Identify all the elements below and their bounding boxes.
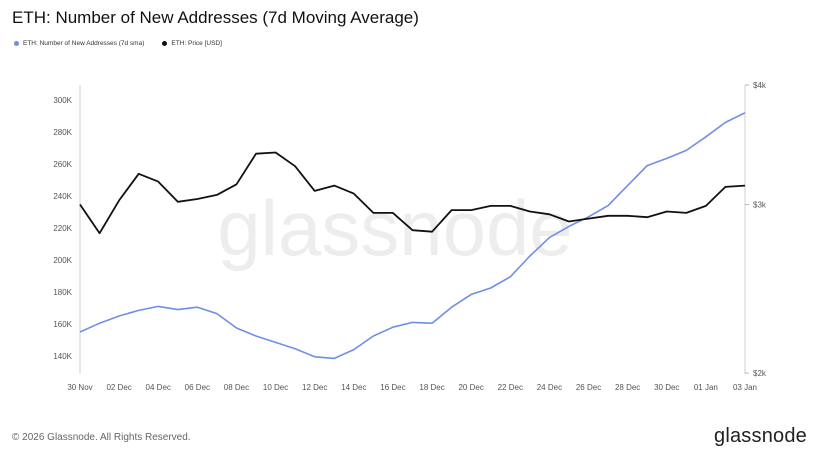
series-layer [79,112,746,360]
x-tick-label: 14 Dec [341,383,366,392]
legend-label-price: ETH: Price [USD] [171,40,222,47]
watermark: glassnode [217,184,573,272]
left-tick-label: 220K [53,224,72,233]
legend-item-new-addresses[interactable]: ETH: Number of New Addresses (7d sma) [14,40,144,47]
left-tick-label: 260K [53,160,72,169]
series-line-price[interactable] [79,151,746,235]
page-title: ETH: Number of New Addresses (7d Moving … [12,8,419,27]
legend-label-new-addresses: ETH: Number of New Addresses (7d sma) [23,40,145,47]
x-tick-label: 16 Dec [380,383,405,392]
x-tick-label: 08 Dec [224,383,249,392]
left-tick-label: 200K [53,256,72,265]
x-tick-label: 20 Dec [458,383,483,392]
x-tick-label: 30 Nov [67,383,92,392]
x-tick-label: 02 Dec [106,383,131,392]
series-line-new-addresses[interactable] [79,112,746,360]
x-tick-label: 24 Dec [537,383,562,392]
left-tick-label: 180K [53,288,72,297]
right-axis-ticks: $2k $3k $4k [745,81,767,378]
copyright: © 2026 Glassnode. All Rights Reserved. [12,432,191,443]
legend-item-price[interactable]: ETH: Price [USD] [162,40,222,47]
x-tick-label: 28 Dec [615,383,640,392]
x-tick-label: 06 Dec [185,383,210,392]
x-tick-label: 26 Dec [576,383,601,392]
left-tick-label: 140K [53,352,72,361]
x-tick-label: 18 Dec [419,383,444,392]
x-tick-label: 01 Jan [694,383,718,392]
left-tick-label: 160K [53,320,72,329]
legend-dot-price [162,41,168,46]
right-tick-label: $3k [753,201,767,210]
x-axis-ticks: 30 Nov 02 Dec 04 Dec 06 Dec 08 Dec 10 Dec 12 D… [67,383,757,392]
x-tick-label: 12 Dec [302,383,327,392]
left-axis-ticks: 140K 160K 180K 200K 220K 240K 260K 280K 300K [53,96,72,361]
right-tick-label: $2k [753,369,767,378]
x-tick-label: 22 Dec [498,383,523,392]
legend-dot-new-addresses [14,41,19,46]
right-tick-label: $4k [753,81,767,90]
x-tick-label: 10 Dec [263,383,288,392]
x-tick-label: 03 Jan [733,383,757,392]
brand-logo[interactable]: glassnode [714,425,807,447]
left-tick-label: 240K [53,192,72,201]
x-tick-label: 04 Dec [146,383,171,392]
legend: ETH: Number of New Addresses (7d sma) ET… [14,40,222,47]
x-tick-label: 30 Dec [654,383,679,392]
left-tick-label: 280K [53,128,72,137]
left-tick-label: 300K [53,96,72,105]
